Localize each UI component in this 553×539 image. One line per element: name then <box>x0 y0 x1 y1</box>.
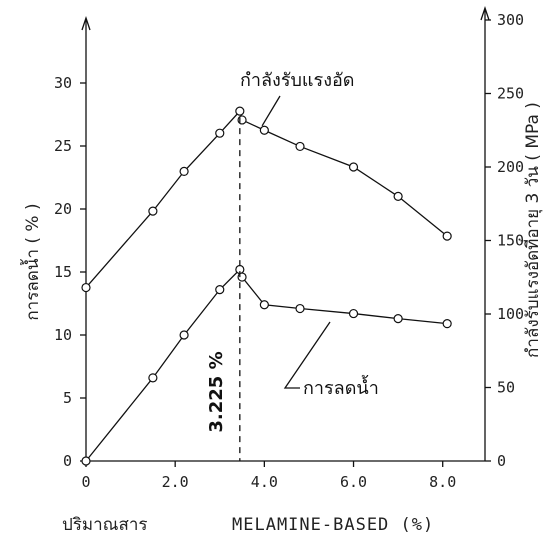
optimum-dosage-label: 3.225 % <box>206 351 227 432</box>
series-2-point <box>393 314 403 324</box>
series-2-point <box>295 303 305 314</box>
series-2-point <box>259 300 269 310</box>
series-1-point <box>348 162 359 172</box>
left-y-tick-label: 10 <box>54 326 72 344</box>
series-1-point <box>148 206 158 216</box>
right-y-tick-label: 200 <box>497 158 524 176</box>
series-2-point <box>348 308 359 319</box>
x-tick-label: 2.0 <box>162 473 189 491</box>
x-tick-label: 8.0 <box>429 473 456 491</box>
right-y-tick-label: 250 <box>497 85 524 103</box>
series-line-2 <box>85 268 448 462</box>
series-line-1 <box>85 109 448 288</box>
x-ticks: 0 2.0 4.0 6.0 8.0 <box>81 461 456 491</box>
left-y-tick-label: 5 <box>63 389 72 407</box>
series-1-point <box>442 231 452 241</box>
right-y-ticks: 0 50 100 150 200 250 300 <box>485 11 524 470</box>
water-reduction-series-label: การลดน้ำ <box>303 375 379 399</box>
series-1-point <box>235 106 245 116</box>
series-1-point <box>259 125 269 135</box>
series-1-point <box>215 128 225 138</box>
series-1-point <box>179 166 189 177</box>
x-tick-label: 6.0 <box>340 473 367 491</box>
right-y-tick-label: 300 <box>497 11 524 29</box>
left-y-ticks: 0 5 10 15 20 25 30 <box>54 74 86 470</box>
right-y-tick-label: 0 <box>497 452 506 470</box>
left-y-tick-label: 20 <box>54 200 72 218</box>
right-y-tick-label: 150 <box>497 232 524 250</box>
series-2-point <box>215 285 225 295</box>
left-y-tick-label: 15 <box>54 263 72 281</box>
left-axis-title: การลดน้ำ ( % ) <box>20 203 43 320</box>
series-2-point <box>442 319 452 329</box>
water-reduction-leader-line <box>283 321 331 389</box>
axes <box>81 5 490 462</box>
right-y-tick-label: 50 <box>497 379 515 397</box>
series-1-point <box>81 282 91 293</box>
right-axis-title: กำลังรับแรงอัดที่อายุ 3 วัน ( MPa ) <box>520 102 543 358</box>
left-y-tick-label: 25 <box>54 137 72 155</box>
series-layer <box>81 106 452 466</box>
strength-leader-line <box>261 95 281 127</box>
left-y-tick-label: 30 <box>54 74 72 92</box>
series-1-point <box>295 141 305 152</box>
left-y-tick-label: 0 <box>63 452 72 470</box>
x-axis-title: MELAMINE-BASED (%) <box>232 515 434 535</box>
x-tick-label: 0 <box>81 473 90 491</box>
x-axis-prefix: ปริมาณสาร <box>62 515 148 535</box>
right-axis-arrow <box>480 5 490 21</box>
strength-series-label: กำลังรับแรงอัด <box>240 70 354 91</box>
right-y-tick-label: 100 <box>497 305 524 323</box>
series-2-point <box>81 456 91 466</box>
series-2-point <box>179 330 189 340</box>
left-axis-arrow <box>81 15 91 31</box>
series-1-point <box>393 191 403 201</box>
x-tick-label: 4.0 <box>251 473 278 491</box>
series-2-point <box>148 373 158 383</box>
